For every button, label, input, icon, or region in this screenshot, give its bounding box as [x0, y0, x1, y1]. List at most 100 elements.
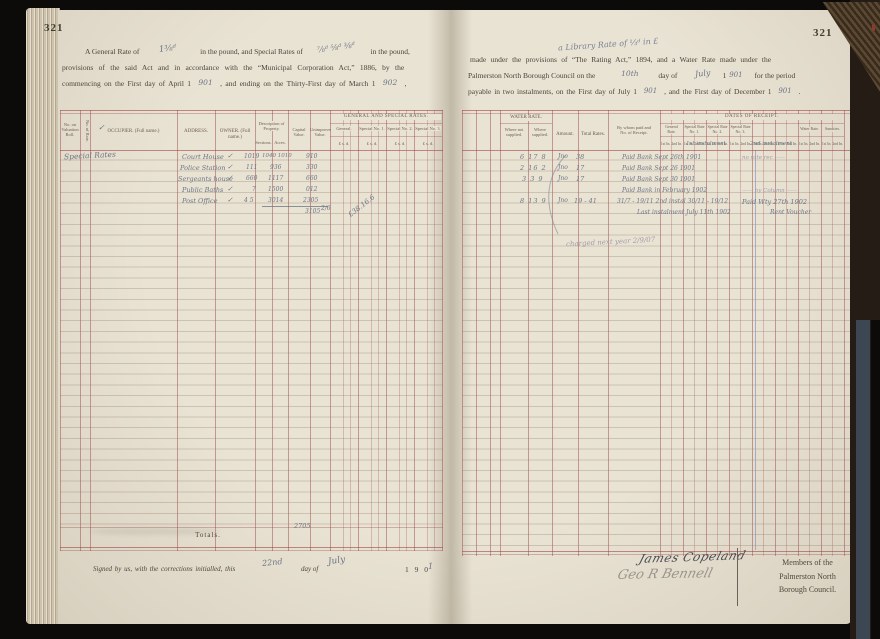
entry-paid-note: Paid Bank in February 1902	[622, 187, 708, 194]
handwritten-second-instalment: 2nd instalment	[750, 141, 792, 147]
col-header-general: General.	[331, 126, 357, 132]
intro-left-line1: A General Rate of 1⅜ᵈ in the pound, and …	[85, 40, 410, 57]
row-rules	[60, 150, 443, 527]
members-line2: Palmerston North	[779, 571, 836, 581]
intro-right-line3: payable in two instalments, on the First…	[468, 87, 800, 96]
cover-cloth-strip	[856, 320, 870, 639]
entry-tick: ✓	[227, 196, 233, 204]
intro-right-line2: Palmerston North Borough Council on the …	[468, 68, 795, 80]
intro-text: in the pound, and Special Rates of	[200, 47, 303, 56]
banner-general-special-rates: GENERAL AND SPECIAL RATES.	[331, 114, 441, 120]
blue-margin-rule	[754, 150, 756, 550]
signature-divider-line	[737, 548, 738, 606]
entry-paid-note: 31/7 - 19/11 2nd instal 30/11 - 19/12	[617, 198, 729, 205]
entry-sections: 660	[246, 175, 258, 182]
col-header-description: Description of Property.	[256, 121, 287, 132]
right-page-number: 321	[813, 27, 833, 39]
entry-tick: ✓	[227, 185, 233, 193]
entry-unimproved: 012	[306, 186, 318, 193]
col-header-special-rate-3: Special Rate No. 3.	[730, 124, 751, 135]
rule-line	[330, 136, 442, 137]
entry-sections: 111	[246, 164, 258, 171]
entry-mark: Jno	[558, 153, 568, 160]
intro-text: day of	[658, 71, 678, 80]
handwritten-year: 901	[778, 87, 792, 95]
entry-amount: 2 16 2	[520, 164, 547, 172]
entry-capital: 1500	[268, 186, 284, 193]
entry-mark: Jno	[558, 175, 568, 182]
intro-text: , and the First day of December 1	[664, 87, 772, 96]
ink-flourish	[548, 154, 567, 235]
ink-total-rule	[262, 206, 328, 207]
col-header-sections: Sections.	[255, 140, 272, 145]
col-header-water-rate: Water Rate.	[799, 126, 820, 132]
intro-text: payable in two instalments, on the First…	[468, 87, 637, 96]
col-header-general-rate: General Rate.	[661, 124, 682, 135]
money-subheader: £ s. d.	[338, 141, 350, 146]
column-rules-thin	[462, 110, 852, 556]
col-header-by-whom-paid: By whom paid and No. of Receipt.	[616, 125, 652, 136]
column-rules	[60, 110, 443, 551]
handwritten-header-tick: ✓	[98, 123, 105, 132]
col-header-special-rate-1: Special Rate No. 1.	[684, 124, 705, 135]
rule-line	[462, 110, 852, 112]
entry-total: 19 - 41	[574, 197, 597, 205]
col-header-owner: OWNER. (Full name.)	[219, 129, 251, 140]
signature-2: Geo R Bennell	[615, 566, 715, 583]
col-header-where-not-supplied: Where not supplied.	[504, 127, 524, 138]
entry-name: Public Baths	[182, 186, 224, 194]
entry-capital: 1040 1010	[262, 153, 292, 159]
members-line1: Members of the	[782, 558, 833, 567]
rule-line	[60, 113, 443, 114]
col-header-address: ADDRESS.	[183, 129, 209, 134]
entry-name: Court House	[182, 153, 224, 161]
rate-note: 2/6	[321, 205, 331, 212]
intro-text: Palmerston North Borough Council on the	[468, 71, 596, 80]
entry-name: Post Office	[182, 197, 218, 205]
instalment-subheader: 1st In. 2nd In.	[706, 142, 729, 146]
entry-amount: 8 13 9	[520, 197, 547, 205]
entry-paid-note: Last instalment July 11th 1902	[637, 209, 731, 216]
handwritten-day: 10th	[621, 69, 639, 78]
entry-tick: ✓	[227, 174, 233, 182]
entry-paid-note: Paid Bank Sept 26 1901	[622, 165, 696, 172]
entry-mark: Jno	[558, 164, 568, 171]
intro-text: A General Rate of	[85, 47, 140, 56]
handwritten-year: 901	[643, 87, 658, 95]
intro-left-line3: commencing on the First day of April 1 9…	[62, 78, 406, 88]
entry-margin-note: —— by Column ——	[742, 188, 798, 194]
col-header-special-rate-2: Special Rate No. 2.	[707, 124, 728, 135]
handwritten-year: 902	[382, 78, 398, 87]
money-subheader: £ s. d.	[394, 141, 406, 146]
rule-line	[60, 547, 443, 549]
handwritten-year: 901	[729, 71, 743, 79]
handwritten-general-rate: 1⅜ᵈ	[158, 43, 177, 55]
entry-tick: ✓	[227, 163, 233, 171]
instalment-subheader: 1st In. 2nd In.	[660, 142, 683, 146]
instalment-subheader: 1st In. 2nd In.	[775, 142, 798, 146]
entry-amount: 3 3 9	[522, 175, 544, 183]
entry-total: 17	[576, 164, 585, 172]
col-header-occupier: OCCUPIER. (Full name.)	[107, 129, 160, 134]
instalment-subheader: 1st In. 2nd In.	[821, 142, 844, 146]
rule-line	[462, 150, 852, 151]
rates-table-right: WATER RATE. Where not supplied. Where su…	[462, 110, 852, 556]
rule-line	[660, 136, 844, 137]
rule-line	[330, 123, 442, 124]
handwritten-first-instalment: 1st instalment	[686, 141, 726, 147]
col-header-capital-value: Capital Value.	[292, 127, 306, 138]
rule-line	[660, 123, 844, 124]
entry-mark: Jno	[558, 197, 568, 204]
entry-total: 17	[576, 175, 585, 183]
col-header-special2: Special No. 2.	[387, 126, 413, 132]
entry-unimproved: 2305	[303, 197, 319, 204]
col-header-amount: Amount.	[556, 132, 574, 137]
intro-text: .	[798, 87, 801, 96]
banner-water-rate: WATER RATE.	[501, 115, 551, 121]
intro-text: in the pound,	[370, 47, 410, 56]
row-rules	[462, 150, 852, 550]
rule-line	[60, 527, 443, 528]
handwritten-signed-year: 1	[428, 562, 434, 571]
members-caption: Members of the Palmerston North Borough …	[760, 556, 855, 597]
left-page-number: 321	[44, 22, 64, 34]
